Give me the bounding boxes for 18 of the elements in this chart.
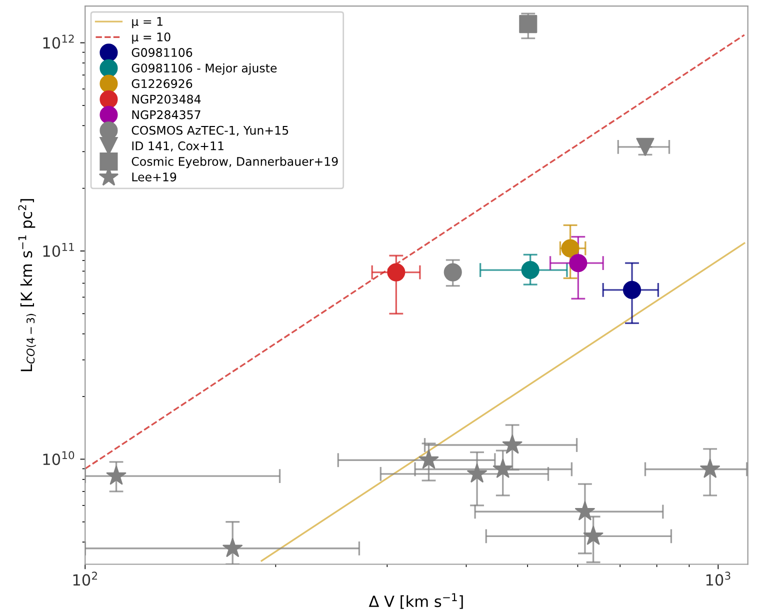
legend-label: COSMOS AzTEC-1, Yun+15 <box>132 126 288 136</box>
y-tick-label: 10$^{12}$ <box>43 34 74 49</box>
y-tick-label: 10$^{10}$ <box>43 451 74 466</box>
legend-label: μ = 10 <box>132 32 170 44</box>
legend-label: G0981106 <box>132 48 192 57</box>
legend-label: NGP284357 <box>132 110 200 120</box>
y-tick-label: 10$^{11}$ <box>43 243 74 257</box>
x-tick-label: 10$^{2}$ <box>73 572 97 586</box>
x-axis-title: Δ V [km s$^{−1}$] <box>368 593 463 609</box>
legend-label: G1226926 <box>132 79 192 88</box>
legend-label: Cosmic Eyebrow, Dannerbauer+19 <box>132 156 338 168</box>
x-tick-label: 10$^{3}$ <box>706 572 730 586</box>
legend-label: ID 141, Cox+11 <box>132 141 224 152</box>
y-axis-title: L$_{CO(4−3)}$ [K km s$^{−1}$ pc$^{2}$] <box>18 199 36 372</box>
legend-label: Lee+19 <box>132 172 176 182</box>
legend-label: NGP203484 <box>132 94 201 104</box>
legend-label: μ = 1 <box>132 17 162 28</box>
legend-label: G0981106 - Mejor ajuste <box>132 63 277 75</box>
